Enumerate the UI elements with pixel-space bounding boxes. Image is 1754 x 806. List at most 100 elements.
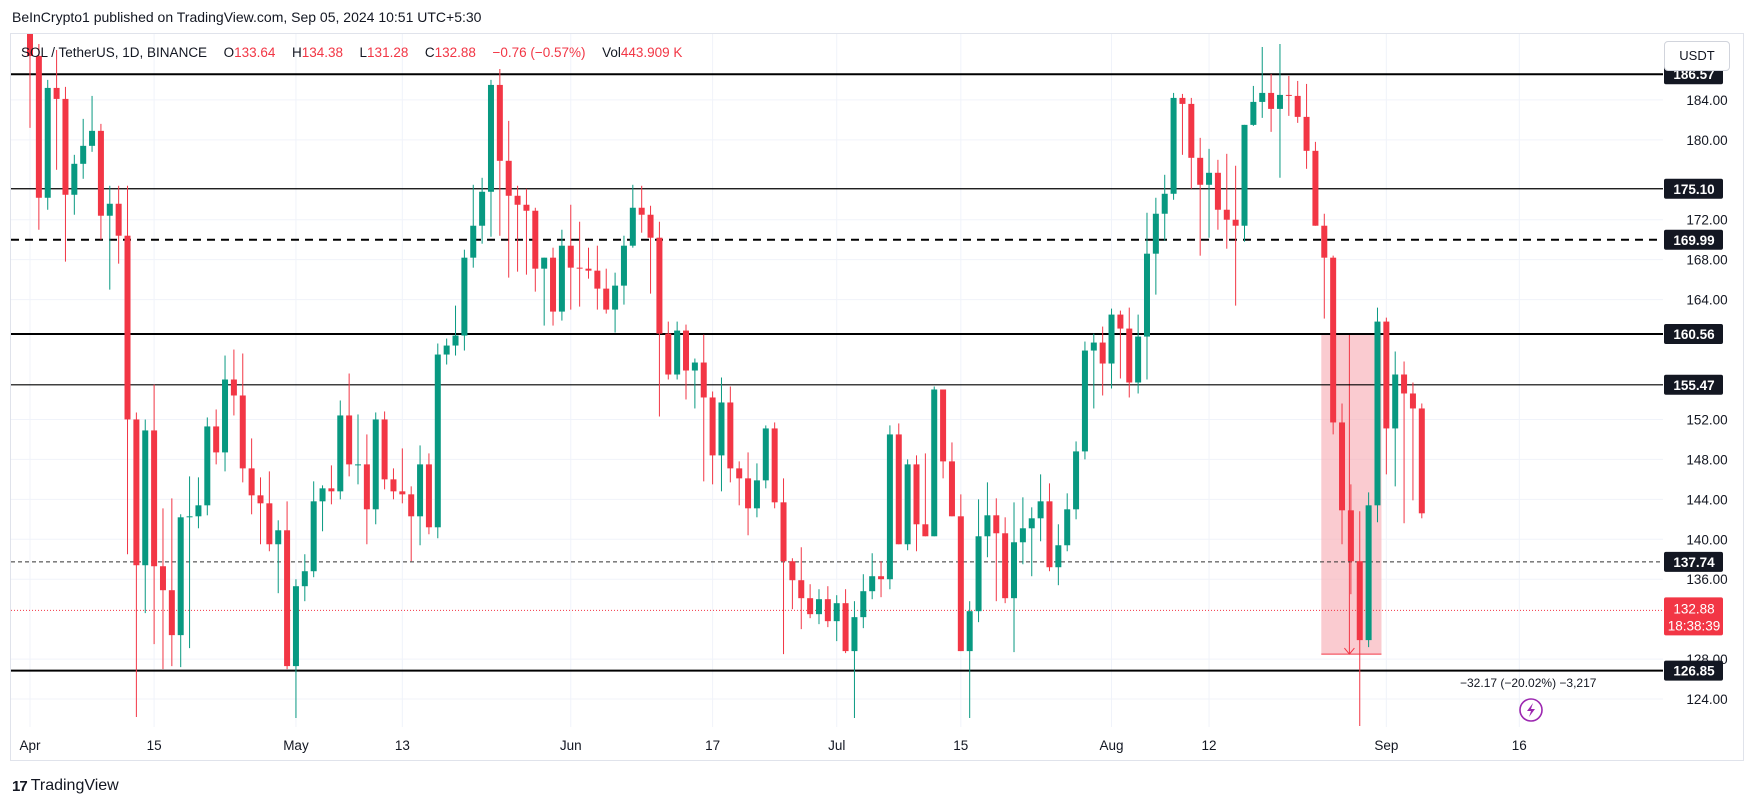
candle-body (292, 586, 299, 667)
candle (683, 324, 690, 400)
candle (151, 384, 158, 645)
candle-body (1055, 545, 1062, 568)
candle (106, 185, 113, 290)
candle (940, 389, 947, 479)
candle-body (558, 245, 565, 312)
candle (1418, 403, 1425, 519)
lightning-icon[interactable] (1519, 698, 1543, 722)
low-value: 131.28 (367, 45, 409, 60)
candle (1064, 493, 1071, 552)
candle (1330, 255, 1337, 435)
currency-button[interactable]: USDT (1664, 41, 1730, 71)
candle-body (35, 55, 42, 198)
candle (443, 338, 450, 365)
y-tick-label: 168.00 (1686, 253, 1727, 268)
level-badge (1664, 551, 1723, 572)
candle-body (709, 397, 716, 456)
candle-body (151, 430, 158, 567)
candle (1117, 310, 1124, 379)
candle (567, 204, 574, 310)
candle-body (328, 488, 335, 492)
candle-body (1250, 101, 1257, 125)
time-axis: Apr 15 May 13 Jun 17 Jul 15 Aug 12 Sep 16 (19, 738, 1526, 753)
level-badge-label: 137.74 (1673, 555, 1715, 570)
x-tick-label: 17 (705, 738, 720, 753)
candle (239, 353, 246, 483)
candle-body (487, 84, 494, 192)
candle-body (718, 402, 725, 456)
candle (1214, 159, 1221, 230)
candle (363, 434, 370, 545)
x-tick-label: 13 (395, 738, 410, 753)
candle (27, 34, 33, 128)
candle (372, 412, 379, 525)
candle-body (443, 345, 450, 355)
candle-body (257, 495, 264, 504)
candle-body (62, 98, 69, 195)
candle-body (904, 464, 911, 545)
candle (922, 453, 929, 537)
candle-body (753, 480, 760, 509)
candle (1028, 507, 1035, 577)
candle-body (1117, 314, 1124, 329)
candle (1356, 511, 1363, 727)
level-labels: 186.57175.10169.99160.56155.47137.74126.… (1664, 64, 1723, 681)
candle (1019, 497, 1026, 565)
candle-body (620, 245, 627, 286)
candle (727, 386, 734, 483)
candle (1321, 213, 1328, 319)
candle (399, 448, 406, 504)
candle (230, 349, 237, 416)
candle (851, 601, 858, 719)
candle-body (567, 245, 574, 268)
candle (284, 501, 291, 670)
candle-body (869, 576, 876, 592)
candle-body (133, 419, 140, 566)
candle-body (674, 330, 681, 375)
high-label: H (291, 45, 302, 60)
candle (35, 43, 42, 230)
candle (355, 414, 362, 485)
y-tick-label: 148.00 (1686, 452, 1727, 467)
candle-body (1241, 124, 1248, 226)
candle-body (647, 214, 654, 238)
candle-body (745, 478, 752, 509)
chart-frame (10, 33, 1744, 761)
x-tick-label: May (283, 738, 309, 753)
candle (745, 452, 752, 536)
candle-body (1073, 451, 1080, 510)
open-label: O (223, 45, 235, 60)
open-value: 133.64 (234, 45, 276, 60)
candle-body (1268, 92, 1275, 109)
candle (97, 123, 104, 240)
measure-label: −32.17 (−20.02%) −3,217 (1460, 676, 1597, 690)
y-tick-label: 172.00 (1686, 213, 1727, 228)
x-tick-label: Jul (828, 738, 845, 753)
tradingview-logo[interactable]: 17 TradingView (12, 777, 119, 795)
symbol-label[interactable]: SOL / TetherUS, 1D, BINANCE (21, 45, 208, 60)
candle-body (115, 203, 122, 236)
close-label: C (424, 45, 435, 60)
volume-value: 443.909 K (620, 45, 683, 60)
candle (408, 486, 415, 562)
level-badge (1664, 323, 1723, 344)
y-tick-label: 180.00 (1686, 133, 1727, 148)
candle-body (603, 288, 610, 310)
candle (1347, 484, 1354, 595)
candle (700, 334, 707, 482)
candle-body (1206, 172, 1213, 185)
candle (1392, 351, 1399, 487)
candle (80, 118, 87, 179)
candle (1188, 97, 1195, 189)
candle-body (1285, 94, 1292, 96)
candle-body (948, 461, 955, 517)
candle (168, 498, 175, 667)
candle (213, 409, 220, 465)
candle (550, 247, 557, 326)
candle (1179, 93, 1186, 155)
candle (1223, 153, 1230, 249)
level-badge (1664, 660, 1723, 681)
candle (204, 417, 211, 516)
candle-body (1409, 393, 1416, 409)
